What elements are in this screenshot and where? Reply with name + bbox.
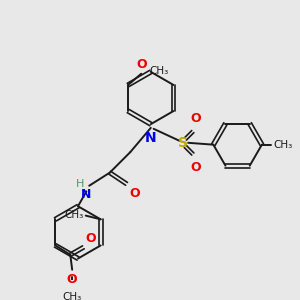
Text: S: S [178,136,188,150]
Text: CH₃: CH₃ [63,292,82,300]
Text: O: O [85,232,96,244]
Text: CH₃: CH₃ [150,66,169,76]
Text: CH₃: CH₃ [64,210,84,220]
Text: H: H [76,179,84,189]
Text: O: O [67,274,77,286]
Text: O: O [129,187,140,200]
Text: O: O [137,58,148,71]
Text: O: O [190,160,201,173]
Text: N: N [81,188,92,201]
Text: N: N [145,131,157,145]
Text: O: O [190,112,201,125]
Text: CH₃: CH₃ [273,140,292,150]
